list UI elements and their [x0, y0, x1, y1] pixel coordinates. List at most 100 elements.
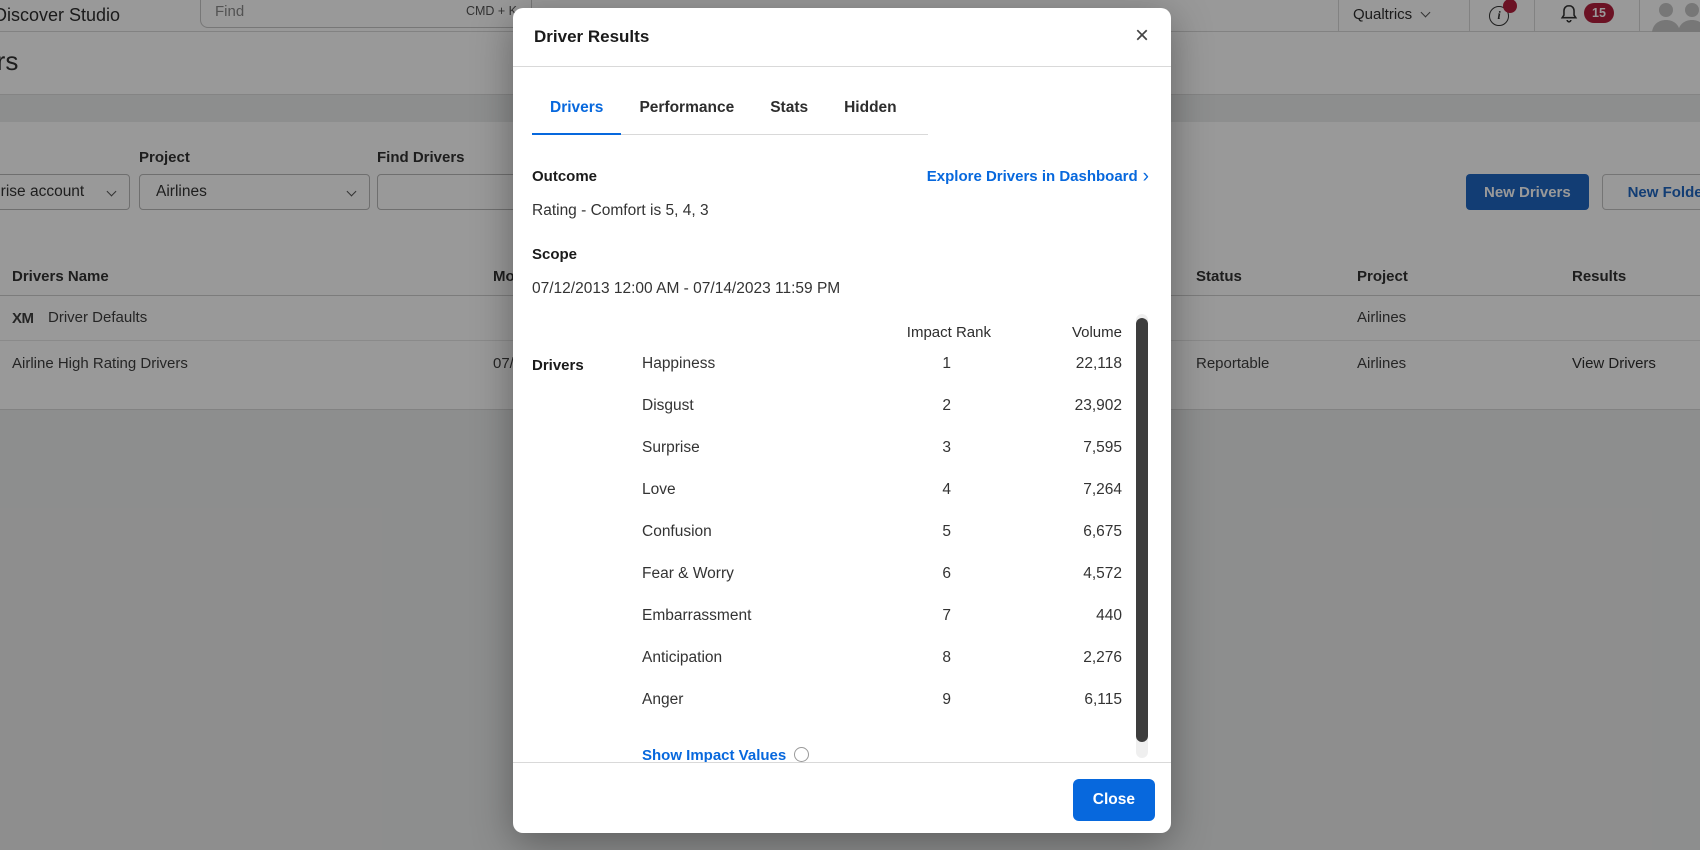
driver-name: Disgust — [642, 397, 694, 414]
table-row[interactable]: Airline High Rating Drivers 07/ Reportab… — [0, 341, 1700, 409]
tab[interactable]: Stats — [770, 99, 809, 116]
driver-volume: 23,902 — [1074, 397, 1122, 414]
volume-column-header: Volume — [1071, 324, 1122, 341]
column-status: Status — [1196, 268, 1242, 285]
driver-impact-rank: 1 — [942, 355, 951, 372]
driver-name: Embarrassment — [642, 607, 752, 624]
column-project: Project — [1357, 268, 1408, 285]
driver-row[interactable]: Confusion 5 6,675 — [513, 511, 1171, 553]
modal-scrollbar-thumb[interactable] — [1136, 318, 1148, 742]
nav-divider — [1469, 0, 1470, 32]
driver-row[interactable]: Happiness 1 22,118 — [513, 343, 1171, 385]
info-icon: i — [1489, 6, 1509, 26]
explore-drivers-text: Explore Drivers in Dashboard — [926, 168, 1138, 185]
account-select-value: Enterprise account — [0, 183, 85, 200]
driver-impact-rank: 7 — [942, 607, 951, 624]
project-select[interactable]: Airlines — [139, 174, 370, 210]
driver-volume: 2,276 — [1083, 649, 1122, 666]
driver-impact-rank: 5 — [942, 523, 951, 540]
scope-label: Scope — [532, 246, 578, 263]
help-button[interactable]: i — [1489, 0, 1523, 29]
row-project: Airlines — [1357, 309, 1407, 326]
global-search[interactable]: CMD + K — [200, 0, 532, 28]
view-drivers-link[interactable]: View Drivers — [1572, 355, 1656, 372]
search-shortcut-hint: CMD + K — [465, 4, 517, 18]
avatar — [1678, 3, 1700, 32]
bell-icon — [1560, 4, 1578, 23]
account-menu-label: Qualtrics — [1353, 6, 1413, 23]
explore-drivers-link[interactable]: Explore Drivers in Dashboard › — [927, 166, 1149, 188]
driver-volume: 6,675 — [1083, 523, 1122, 540]
driver-name: Love — [642, 481, 676, 498]
drivers-scroll-area[interactable]: Drivers Impact Rank Volume Happiness 1 2… — [513, 310, 1171, 762]
drivers-list: Happiness 1 22,118 Disgust 2 23,902 Surp… — [513, 343, 1171, 721]
new-folder-button[interactable]: New Folder — [1602, 174, 1700, 210]
xm-logo-icon: XM — [12, 310, 34, 327]
driver-results-modal: Driver Results × Drivers Performance Stats… — [513, 8, 1171, 833]
driver-name: Fear & Worry — [642, 565, 734, 582]
row-modified: 07/ — [493, 355, 514, 372]
driver-impact-rank: 4 — [942, 481, 951, 498]
notification-count-badge: 15 — [1584, 3, 1614, 23]
modal-tabs: Drivers Performance Stats Hidden — [532, 86, 928, 135]
driver-name: Anticipation — [642, 649, 723, 666]
impact-rank-column-header: Impact Rank — [906, 324, 991, 341]
outcome-value: Rating - Comfort is 5, 4, 3 — [532, 202, 709, 219]
project-filter-label: Project — [139, 149, 190, 166]
close-icon[interactable]: × — [1134, 22, 1149, 49]
modal-scrollbar-track[interactable] — [1136, 314, 1148, 758]
driver-volume: 440 — [1096, 607, 1122, 624]
driver-impact-rank: 8 — [942, 649, 951, 666]
driver-name: Anger — [642, 691, 684, 708]
row-project: Airlines — [1357, 355, 1407, 372]
new-drivers-button[interactable]: New Drivers — [1466, 174, 1589, 210]
driver-impact-rank: 2 — [942, 397, 951, 414]
top-navigation: Discover Studio CMD + K Qualtrics i 15 — [0, 0, 1700, 32]
driver-row[interactable]: Disgust 2 23,902 — [513, 385, 1171, 427]
driver-name: Happiness — [642, 355, 716, 372]
scope-value: 07/12/2013 12:00 AM - 07/14/2023 11:59 P… — [532, 280, 841, 297]
driver-row[interactable]: Anger 9 6,115 — [513, 679, 1171, 721]
driver-impact-rank: 9 — [942, 691, 951, 708]
drivers-section-label: Drivers — [532, 357, 584, 374]
notification-dot-badge — [1503, 0, 1517, 13]
column-results: Results — [1572, 268, 1627, 285]
user-avatar-group[interactable] — [1648, 0, 1700, 34]
column-drivers-name: Drivers Name — [12, 268, 109, 285]
search-input[interactable] — [215, 3, 435, 20]
tab[interactable]: Performance — [639, 99, 735, 116]
driver-volume: 4,572 — [1083, 565, 1122, 582]
notifications-button[interactable]: 15 — [1558, 2, 1628, 30]
tab[interactable]: Hidden — [844, 99, 897, 116]
show-impact-values-link[interactable]: Show Impact Values — [642, 747, 810, 762]
outcome-label: Outcome — [532, 168, 598, 185]
avatar — [1652, 3, 1680, 32]
driver-name: Confusion — [642, 523, 712, 540]
nav-divider — [1338, 0, 1339, 32]
row-status: Reportable — [1196, 355, 1270, 372]
driver-row[interactable]: Fear & Worry 6 4,572 — [513, 553, 1171, 595]
driver-volume: 7,595 — [1083, 439, 1122, 456]
drivers-list-header: Impact Rank Volume — [513, 310, 1171, 341]
account-menu[interactable]: Qualtrics — [1353, 6, 1431, 23]
driver-row[interactable]: Love 4 7,264 — [513, 469, 1171, 511]
driver-name: Surprise — [642, 439, 700, 456]
driver-impact-rank: 3 — [942, 439, 951, 456]
find-drivers-label: Find Drivers — [377, 149, 465, 166]
modal-header: Driver Results × — [513, 8, 1171, 67]
driver-row[interactable]: Embarrassment 7 440 — [513, 595, 1171, 637]
driver-set-name[interactable]: Airline High Rating Drivers — [12, 355, 188, 372]
close-button[interactable]: Close — [1072, 779, 1155, 821]
brand-logo: Discover Studio — [0, 5, 121, 25]
page-title: Drivers — [0, 46, 19, 76]
driver-volume: 7,264 — [1083, 481, 1122, 498]
driver-volume: 22,118 — [1075, 355, 1122, 372]
driver-set-name[interactable]: Driver Defaults — [48, 309, 148, 326]
chevron-right-icon: › — [1142, 166, 1149, 187]
account-select[interactable]: Enterprise account — [0, 174, 130, 210]
tab[interactable]: Drivers — [532, 86, 622, 135]
driver-row[interactable]: Anticipation 8 2,276 — [513, 637, 1171, 679]
nav-divider — [1639, 0, 1640, 32]
nav-divider — [1534, 0, 1535, 32]
driver-row[interactable]: Surprise 3 7,595 — [513, 427, 1171, 469]
